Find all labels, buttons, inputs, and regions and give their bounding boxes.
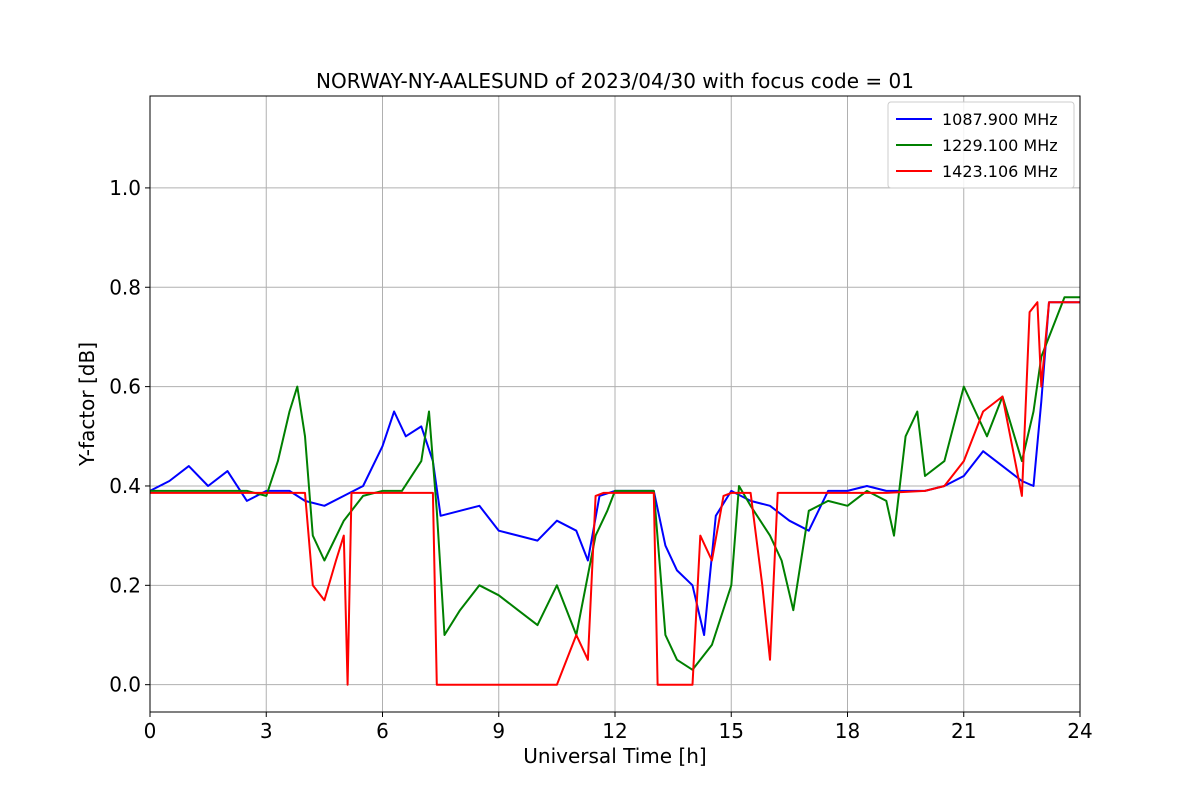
x-tick-label: 0 [144,719,157,743]
legend-label: 1423.106 MHz [942,162,1058,181]
series-layer [149,296,1080,686]
y-tick-label: 0.2 [109,573,141,597]
y-tick-label: 1.0 [109,176,141,200]
legend-label: 1087.900 MHz [942,110,1058,129]
legend-label: 1229.100 MHz [942,136,1058,155]
x-tick-label: 15 [719,719,744,743]
x-tick-label: 12 [602,719,627,743]
series-line-3 [150,301,1080,686]
y-tick-label: 0.4 [109,474,141,498]
x-axis-label: Universal Time [h] [523,744,706,768]
tick-layer: 0 3 6 9 12 15 18 21 24 0.0 0.2 0.4 0.6 0.8 1.0 [109,176,1093,743]
x-tick-label: 24 [1067,719,1092,743]
x-tick-label: 6 [376,719,389,743]
x-tick-label: 3 [260,719,273,743]
chart-title: NORWAY-NY-AALESUND of 2023/04/30 with fo… [316,69,914,93]
x-tick-label: 18 [835,719,860,743]
x-tick-label: 21 [951,719,976,743]
y-tick-label: 0.8 [109,275,141,299]
y-tick-label: 0.0 [109,673,141,697]
legend-box [887,101,1075,189]
x-tick-label: 9 [492,719,505,743]
y-tick-label: 0.6 [109,375,141,399]
legend: 1087.900 MHz 1229.100 MHz 1423.106 MHz [887,101,1075,189]
y-axis-label: Y-factor [dB] [75,342,99,467]
series-line-2 [150,296,1080,671]
